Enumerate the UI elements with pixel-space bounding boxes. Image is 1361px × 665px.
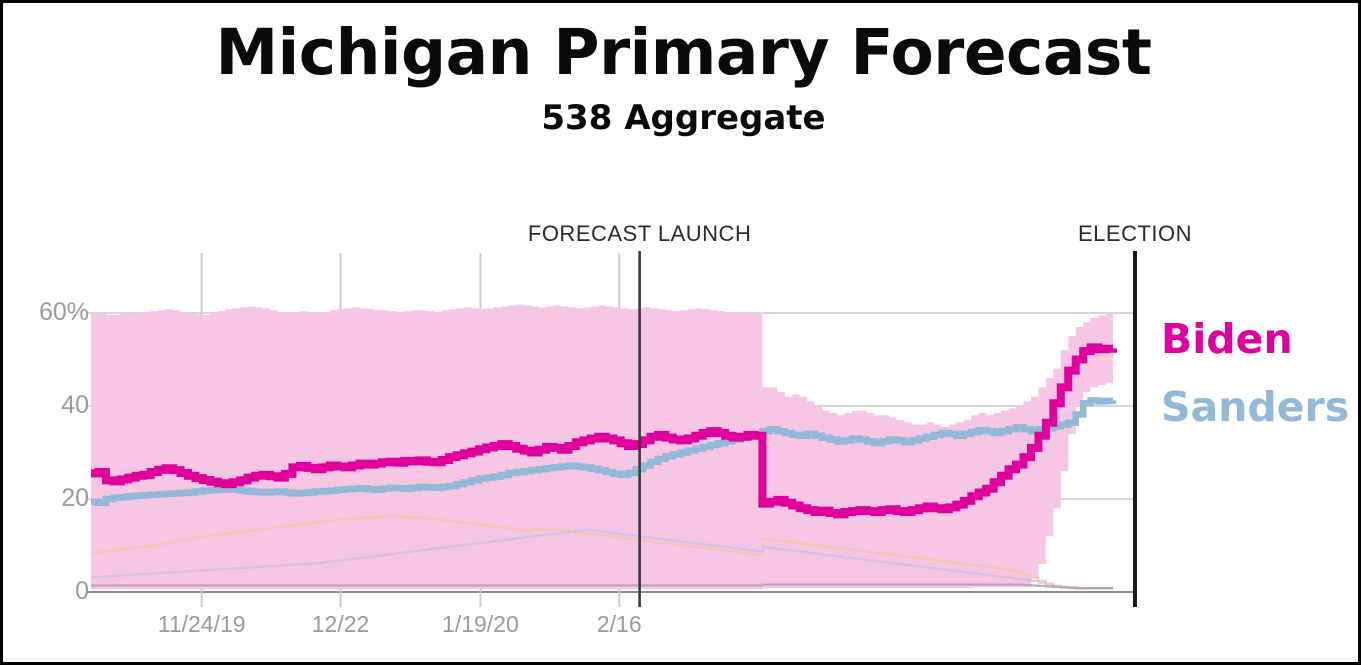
annotation-forecast-launch: FORECAST LAUNCH (527, 221, 752, 246)
forecast-plot (87, 251, 1137, 607)
x-axis-tick-label: 11/24/19 (157, 611, 246, 637)
minor-candidate-lines (91, 515, 1113, 590)
event-marker-lines (638, 251, 1137, 607)
page-title: Michigan Primary Forecast (215, 16, 1152, 89)
legend-label-biden: Biden (1161, 315, 1293, 363)
page-subtitle: 538 Aggregate (541, 98, 826, 138)
x-axis-tick-label: 12/22 (311, 611, 370, 637)
legend-label-sanders: Sanders (1161, 383, 1350, 431)
x-axis-tick-label: 2/16 (596, 611, 642, 637)
y-axis-tick-label: 40 (61, 391, 89, 419)
y-axis-tick-label: 60% (38, 298, 89, 326)
annotation-election: ELECTION (1077, 221, 1193, 246)
x-axis-tick-label: 1/19/20 (442, 611, 519, 637)
candidate-lines (91, 343, 1117, 519)
y-axis-tick-label: 20 (61, 484, 89, 512)
confidence-band (91, 304, 1113, 590)
y-axis-tick-label: 0 (75, 577, 89, 605)
